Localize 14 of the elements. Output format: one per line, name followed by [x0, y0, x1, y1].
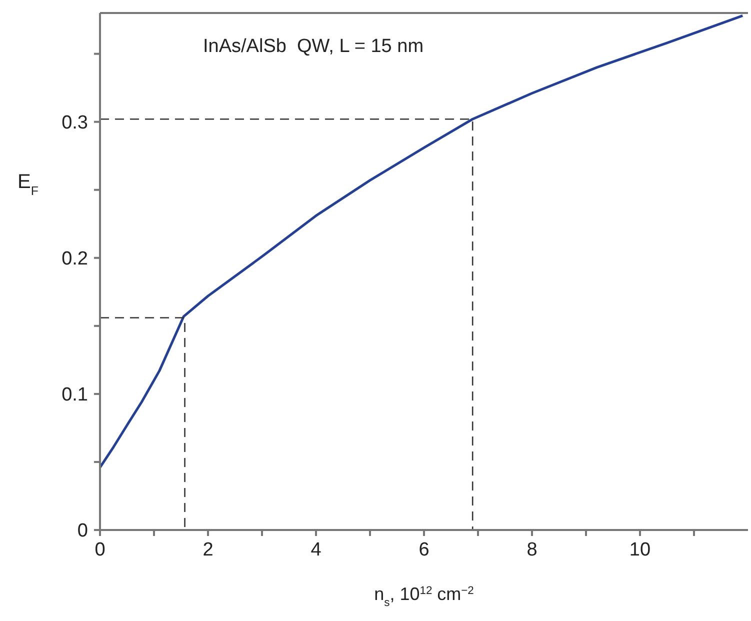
- y-axis-title: E$_{F}$: [18, 171, 39, 198]
- annotation: InAs/AlSb QW, L = 15 nm: [203, 36, 424, 58]
- y-tick-label: 0: [77, 520, 88, 542]
- y-tick-label: 0.3: [62, 112, 88, 134]
- x-tick-label: 2: [202, 539, 214, 560]
- x-tick-label: 0: [94, 539, 106, 560]
- x-tick-label: 4: [310, 539, 322, 560]
- x-axis-title: n$_{s}$, 10$^{12}$ cm$^{−2}$: [374, 584, 474, 609]
- y-tick-label: 0.2: [62, 248, 88, 270]
- x-tick-label: 8: [526, 539, 538, 560]
- x-tick-label: 6: [418, 539, 430, 560]
- y-tick-label: 0.1: [62, 384, 88, 406]
- x-tick-label: 10: [629, 539, 651, 560]
- line-series: [100, 14, 744, 469]
